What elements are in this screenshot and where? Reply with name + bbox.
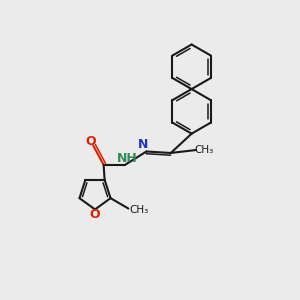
Text: N: N bbox=[138, 138, 148, 152]
Text: O: O bbox=[85, 136, 96, 148]
Text: NH: NH bbox=[117, 152, 138, 165]
Text: CH₃: CH₃ bbox=[195, 145, 214, 155]
Text: CH₃: CH₃ bbox=[129, 205, 148, 215]
Text: O: O bbox=[90, 208, 100, 221]
